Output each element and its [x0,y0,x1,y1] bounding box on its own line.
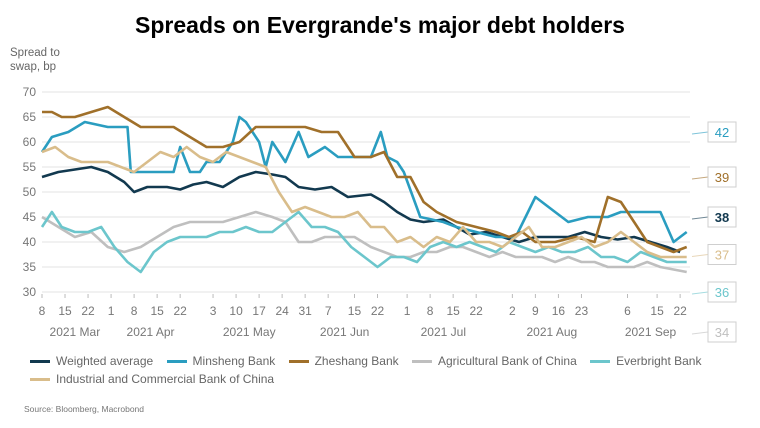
source-note: Source: Bloomberg, Macrobond [24,404,145,414]
x-tick-label: 22 [81,304,95,318]
legend-swatch [30,378,50,382]
x-month-label: 2021 Mar [50,325,101,339]
legend-label: Minsheng Bank [192,354,276,368]
x-tick-label: 9 [532,304,539,318]
x-tick-label: 31 [298,304,312,318]
legend-label: Everbright Bank [616,354,702,368]
legend-item: Weighted average [30,354,153,368]
series-line [40,115,688,244]
y-tick-label: 55 [23,160,37,174]
x-tick-label: 15 [348,304,362,318]
end-label-box [707,244,737,265]
x-tick-label: 8 [427,304,434,318]
x-tick-label: 23 [575,304,589,318]
x-tick-label: 7 [325,304,332,318]
series-line [40,210,687,274]
y-tick-label: 30 [23,285,37,299]
series-line [41,210,687,274]
legend-swatch [412,360,432,364]
end-label-leader [691,291,709,295]
end-label-box [707,121,737,143]
end-value-label: 42 [715,125,729,140]
y-axis-label-line-1: Spread to [10,47,60,59]
legend-label: Industrial and Commercial Bank of China [56,372,275,386]
end-label-box [707,281,737,303]
x-tick-label: 1 [404,304,411,318]
x-tick-label: 2 [509,304,516,318]
x-tick-label: 15 [446,304,460,318]
y-tick-label: 50 [23,185,37,199]
x-tick-label: 22 [673,304,687,318]
x-tick-label: 24 [275,304,289,318]
x-tick-label: 22 [470,304,484,318]
y-axis-label-line-2: swap, bp [10,61,57,73]
x-tick-label: 15 [650,304,664,318]
x-tick-label: 8 [39,304,46,318]
end-label-leader [691,176,709,180]
y-tick-label: 60 [23,135,37,149]
legend-item: Agricultural Bank of China [412,354,577,368]
x-month-label: 2021 Jun [320,325,369,339]
end-label-box [707,166,737,188]
x-month-label: 2021 Jul [421,325,466,339]
series-line [42,105,688,254]
legend-label: Zheshang Bank [314,354,399,368]
x-tick-label: 17 [252,304,266,318]
end-value-label: 36 [715,285,729,300]
x-tick-label: 22 [371,304,385,318]
x-month-label: 2021 May [223,325,276,339]
x-tick-label: 15 [150,304,164,318]
y-tick-label: 35 [23,260,37,274]
x-tick-label: 15 [58,304,72,318]
end-label-leader [691,254,709,257]
x-month-label: 2021 Apr [127,325,175,339]
x-tick-label: 8 [131,304,138,318]
chart-title: Spreads on Evergrande's major debt holde… [135,12,625,38]
end-value-label: 39 [715,170,729,185]
end-label-leader [691,331,709,335]
legend-item: Industrial and Commercial Bank of China [30,372,274,386]
x-tick-label: 1 [108,304,115,318]
legend-swatch [166,360,187,364]
end-value-label: 37 [715,248,729,263]
x-tick-label: 3 [210,304,217,318]
series-line [41,145,687,259]
legend-swatch [30,360,50,364]
end-label-leader [691,131,709,135]
legend-item: Zheshang Bank [288,354,399,368]
legend-item: Minsheng Bank [166,354,276,368]
x-tick-label: 22 [173,304,187,318]
x-tick-label: 6 [624,304,631,318]
legend-item: Everbright Bank [590,354,701,368]
x-tick-label: 10 [229,304,243,318]
legend-swatch [288,360,309,364]
legend-label: Weighted average [56,354,154,368]
end-value-label: 38 [715,210,729,225]
y-axis-label: Spread to swap, bp [10,46,60,74]
y-tick-label: 65 [23,110,37,124]
x-month-label: 2021 Aug [526,325,577,339]
end-value-label: 34 [715,325,729,340]
x-month-label: 2021 Sep [625,325,677,339]
end-label-box [707,321,737,343]
end-label-leader [691,216,709,220]
legend-label: Agricultural Bank of China [438,354,577,368]
y-tick-label: 70 [23,85,37,99]
legend: Weighted average Minsheng Bank Zheshang … [30,354,730,390]
legend-swatch [590,360,611,364]
x-tick-label: 16 [552,304,566,318]
end-label-box [707,206,737,228]
y-tick-label: 40 [23,235,37,249]
y-tick-label: 45 [23,210,37,224]
series-line [41,165,681,254]
